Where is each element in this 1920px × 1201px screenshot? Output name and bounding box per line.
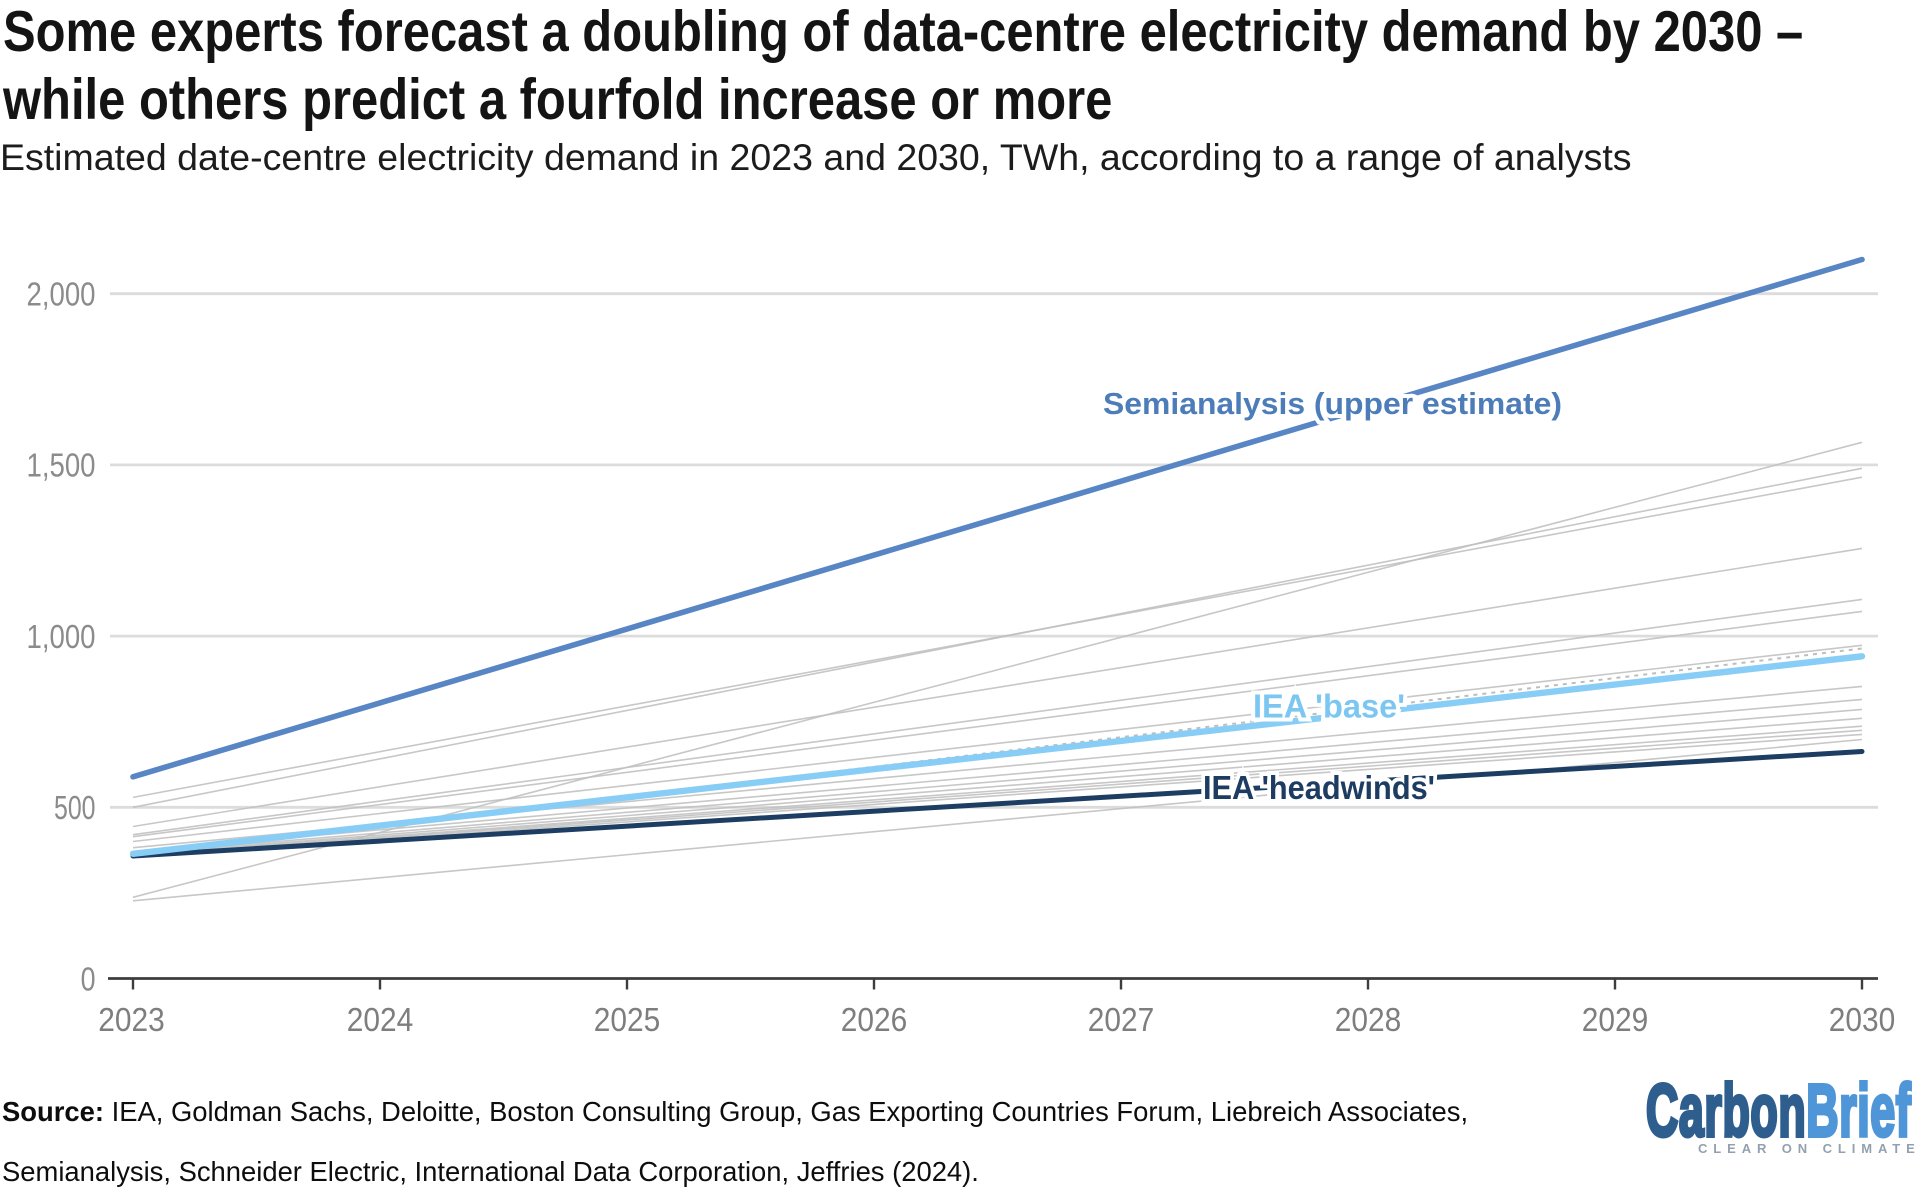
svg-text:2023: 2023 (98, 1001, 165, 1038)
svg-text:2028: 2028 (1335, 1001, 1402, 1038)
svg-text:2026: 2026 (841, 1001, 908, 1038)
svg-text:0: 0 (81, 960, 96, 997)
svg-text:2025: 2025 (594, 1001, 661, 1038)
svg-text:1,500: 1,500 (27, 447, 96, 484)
svg-text:1,000: 1,000 (27, 618, 96, 655)
svg-text:2024: 2024 (347, 1001, 414, 1038)
svg-text:2,000: 2,000 (27, 276, 96, 313)
svg-text:2030: 2030 (1829, 1001, 1896, 1038)
svg-text:500: 500 (54, 789, 96, 826)
svg-text:Semianalysis (upper estimate): Semianalysis (upper estimate) (1103, 387, 1562, 421)
svg-text:IEA 'base': IEA 'base' (1253, 688, 1405, 725)
svg-text:2027: 2027 (1088, 1001, 1155, 1038)
svg-text:2029: 2029 (1582, 1001, 1649, 1038)
svg-text:IEA 'headwinds': IEA 'headwinds' (1203, 769, 1435, 806)
svg-text:CarbonBrief: CarbonBrief (1646, 1069, 1911, 1151)
